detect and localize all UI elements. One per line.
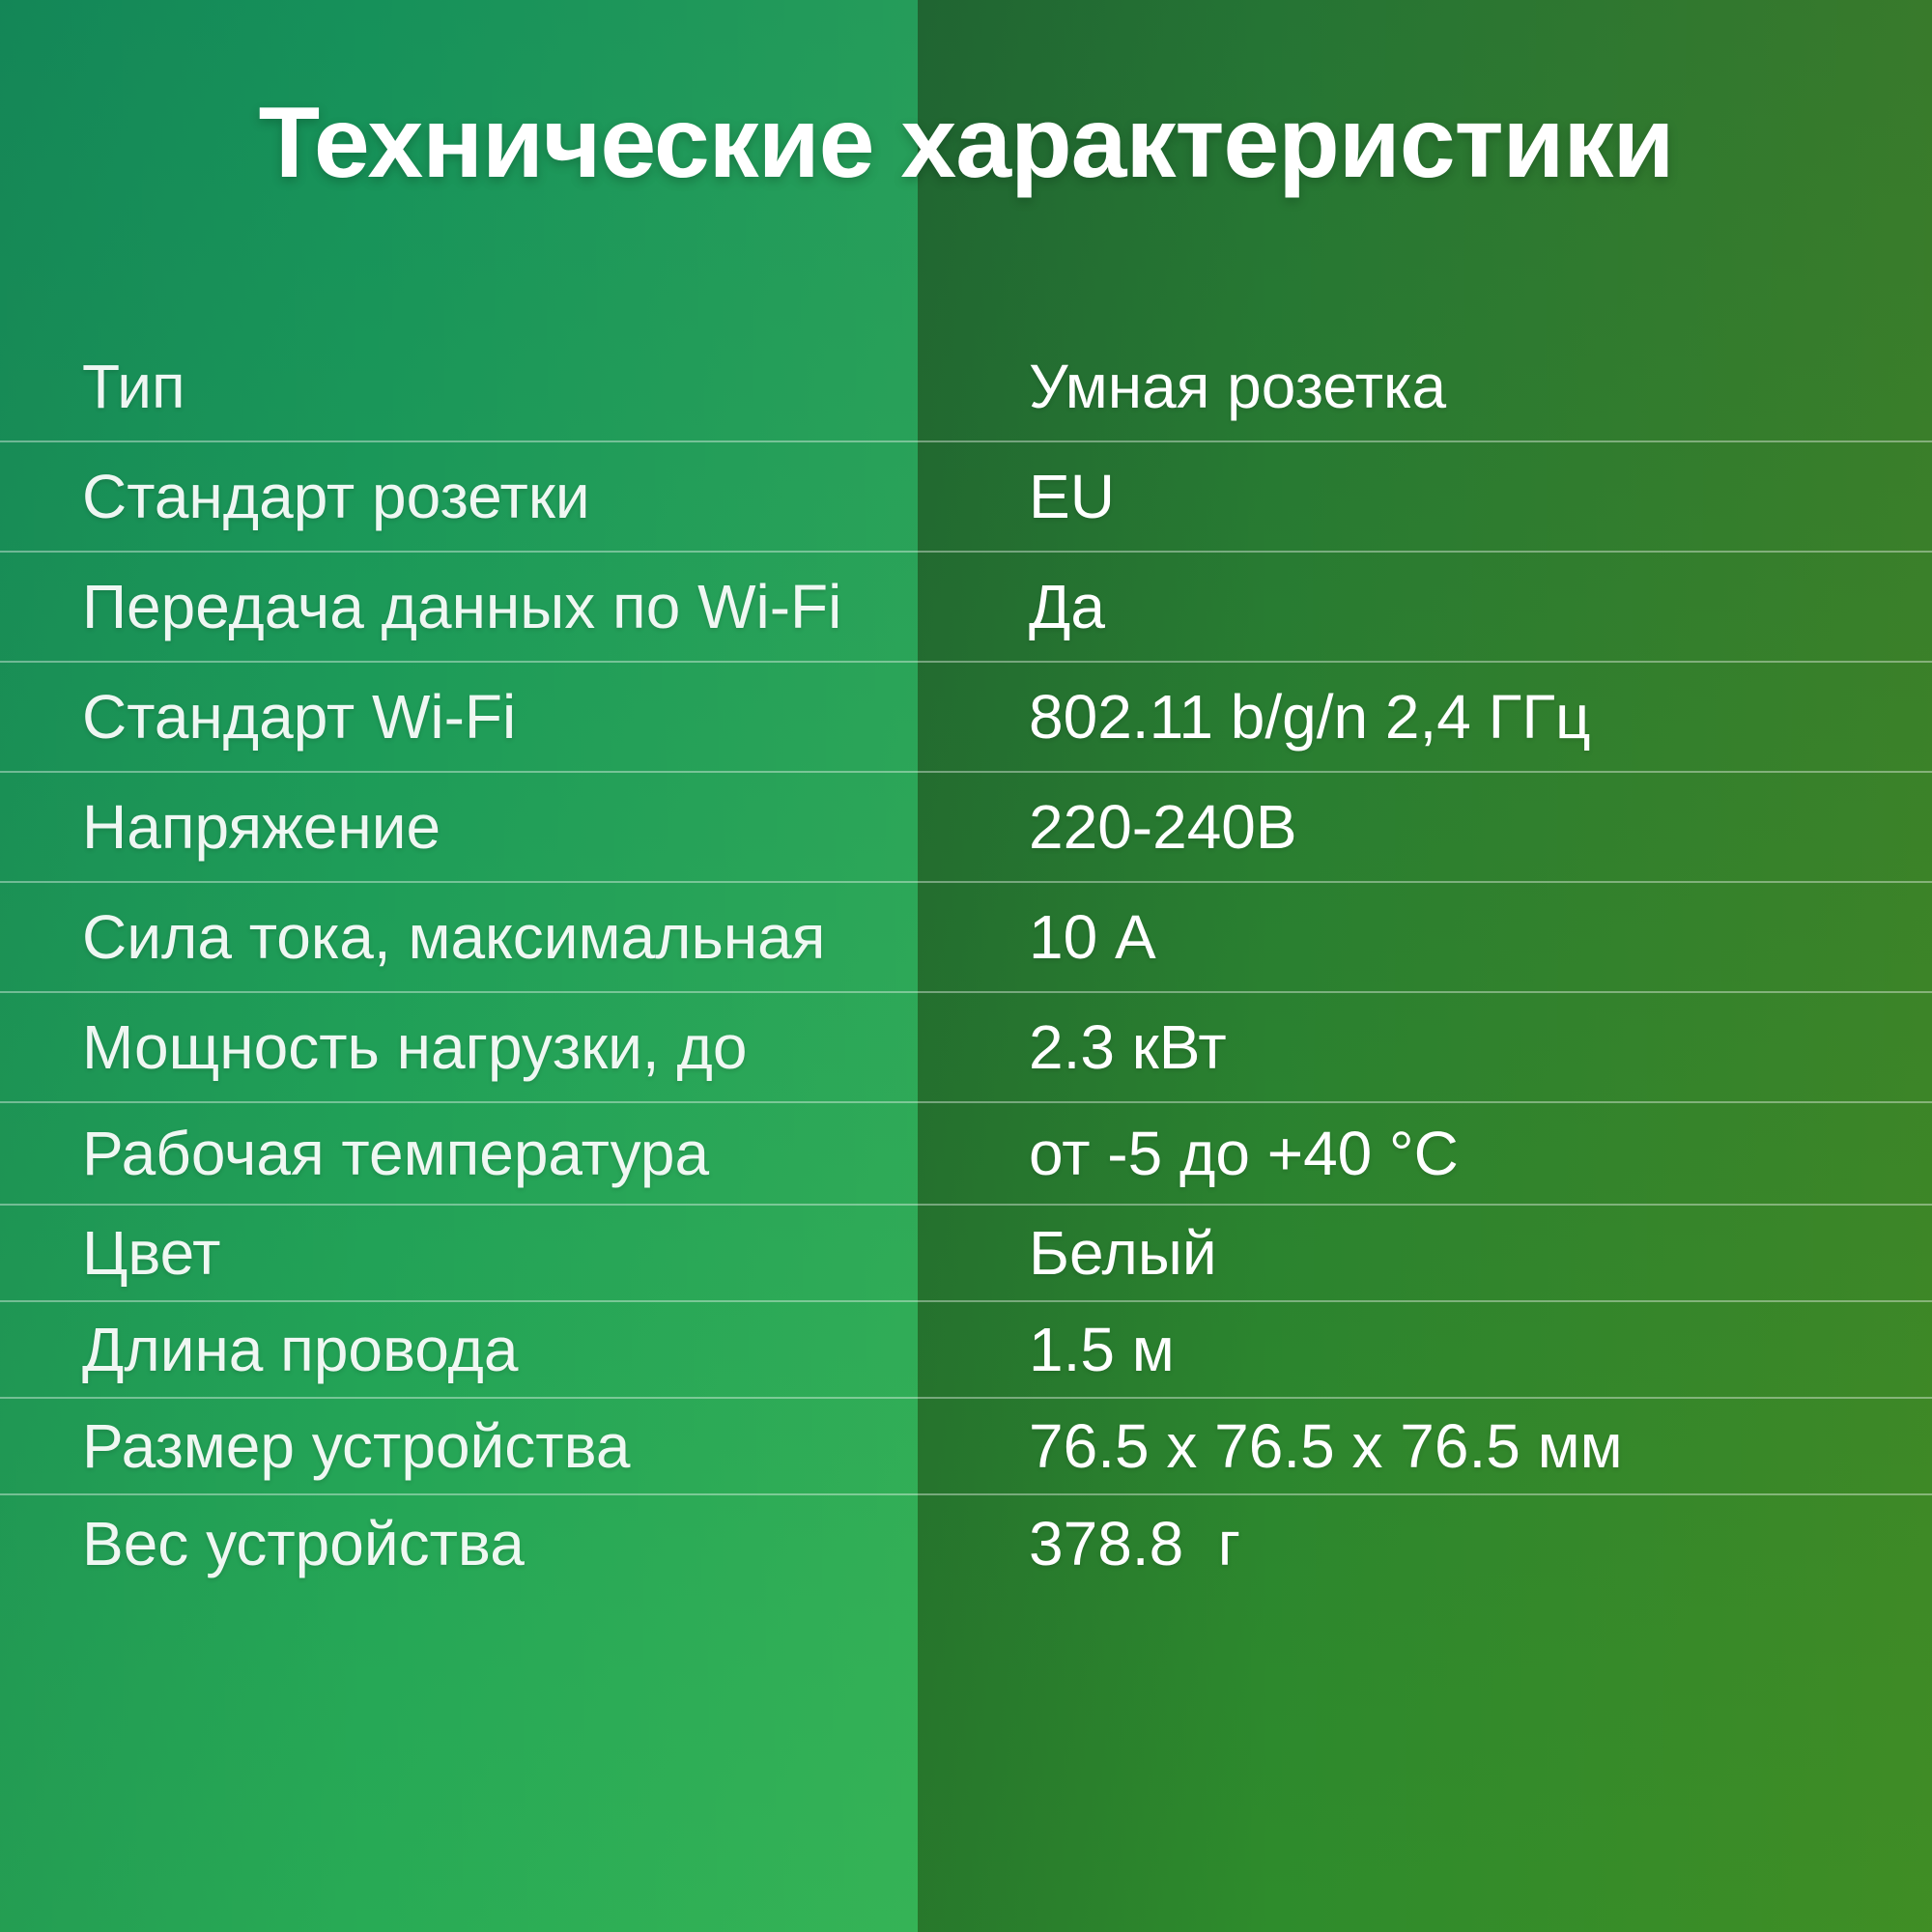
- spec-table: Тип Умная розетка Стандарт розетки EU Пе…: [0, 332, 1932, 1592]
- spec-value: Умная розетка: [1029, 352, 1447, 421]
- spec-label: Длина провода: [82, 1315, 519, 1384]
- spec-row: Передача данных по Wi-Fi Да: [0, 553, 1932, 663]
- spec-label: Размер устройства: [82, 1411, 631, 1481]
- spec-row: Стандарт Wi-Fi 802.11 b/g/n 2,4 ГГц: [0, 663, 1932, 773]
- spec-value: EU: [1029, 462, 1115, 531]
- spec-label: Мощность нагрузки, до: [82, 1012, 748, 1082]
- spec-value: от -5 до +40 °C: [1029, 1119, 1459, 1188]
- spec-label: Тип: [82, 352, 185, 421]
- spec-value: 76.5 x 76.5 x 76.5 мм: [1029, 1411, 1623, 1481]
- spec-label: Вес устройства: [82, 1509, 525, 1578]
- spec-row: Длина провода 1.5 м: [0, 1302, 1932, 1399]
- spec-row: Рабочая температура от -5 до +40 °C: [0, 1103, 1932, 1206]
- spec-row: Стандарт розетки EU: [0, 442, 1932, 553]
- spec-label: Стандарт розетки: [82, 462, 590, 531]
- spec-row: Цвет Белый: [0, 1206, 1932, 1302]
- spec-label: Цвет: [82, 1218, 221, 1288]
- spec-row: Сила тока, максимальная 10 А: [0, 883, 1932, 993]
- spec-value: 1.5 м: [1029, 1315, 1175, 1384]
- spec-row: Напряжение 220-240В: [0, 773, 1932, 883]
- spec-value: 220-240В: [1029, 792, 1297, 862]
- spec-label: Стандарт Wi-Fi: [82, 682, 517, 752]
- spec-value: 2.3 кВт: [1029, 1012, 1227, 1082]
- spec-label: Сила тока, максимальная: [82, 902, 826, 972]
- spec-row: Размер устройства 76.5 x 76.5 x 76.5 мм: [0, 1399, 1932, 1495]
- spec-value: 378.8 г: [1029, 1509, 1241, 1578]
- spec-row: Вес устройства 378.8 г: [0, 1495, 1932, 1592]
- spec-label: Рабочая температура: [82, 1119, 710, 1188]
- spec-row: Мощность нагрузки, до 2.3 кВт: [0, 993, 1932, 1103]
- page-title: Технические характеристики: [258, 87, 1675, 199]
- spec-value: Белый: [1029, 1218, 1217, 1288]
- spec-row: Тип Умная розетка: [0, 332, 1932, 442]
- spec-label: Напряжение: [82, 792, 441, 862]
- spec-value: 802.11 b/g/n 2,4 ГГц: [1029, 682, 1591, 752]
- spec-label: Передача данных по Wi-Fi: [82, 572, 842, 641]
- background-left-panel: [0, 0, 918, 1932]
- spec-value: Да: [1029, 572, 1105, 641]
- background-right-panel: [918, 0, 1932, 1932]
- spec-value: 10 А: [1029, 902, 1156, 972]
